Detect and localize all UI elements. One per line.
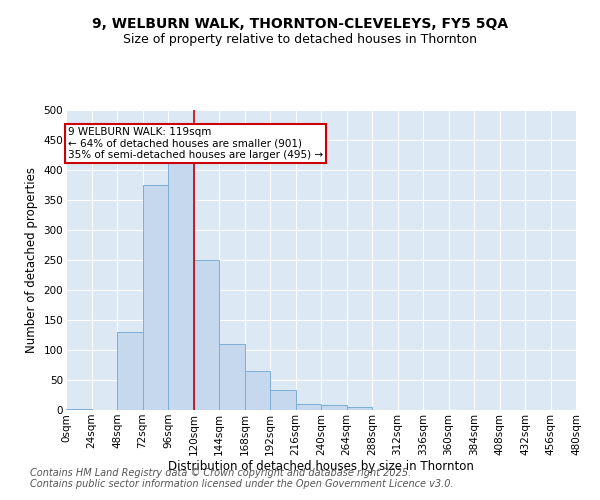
Text: 9 WELBURN WALK: 119sqm
← 64% of detached houses are smaller (901)
35% of semi-de: 9 WELBURN WALK: 119sqm ← 64% of detached…	[68, 127, 323, 160]
Text: 9, WELBURN WALK, THORNTON-CLEVELEYS, FY5 5QA: 9, WELBURN WALK, THORNTON-CLEVELEYS, FY5…	[92, 18, 508, 32]
X-axis label: Distribution of detached houses by size in Thornton: Distribution of detached houses by size …	[168, 460, 474, 473]
Text: Contains public sector information licensed under the Open Government Licence v3: Contains public sector information licen…	[30, 479, 454, 489]
Bar	[143, 185, 168, 410]
Bar	[193, 260, 219, 410]
Bar	[66, 409, 91, 410]
Text: Size of property relative to detached houses in Thornton: Size of property relative to detached ho…	[123, 32, 477, 46]
Bar	[245, 371, 270, 410]
Text: Contains HM Land Registry data © Crown copyright and database right 2025.: Contains HM Land Registry data © Crown c…	[30, 468, 411, 477]
Bar	[270, 390, 296, 410]
Bar	[168, 158, 193, 410]
Bar	[296, 404, 321, 410]
Bar	[347, 407, 372, 410]
Bar	[321, 405, 347, 410]
Y-axis label: Number of detached properties: Number of detached properties	[25, 167, 38, 353]
Bar	[219, 344, 245, 410]
Bar	[117, 332, 143, 410]
